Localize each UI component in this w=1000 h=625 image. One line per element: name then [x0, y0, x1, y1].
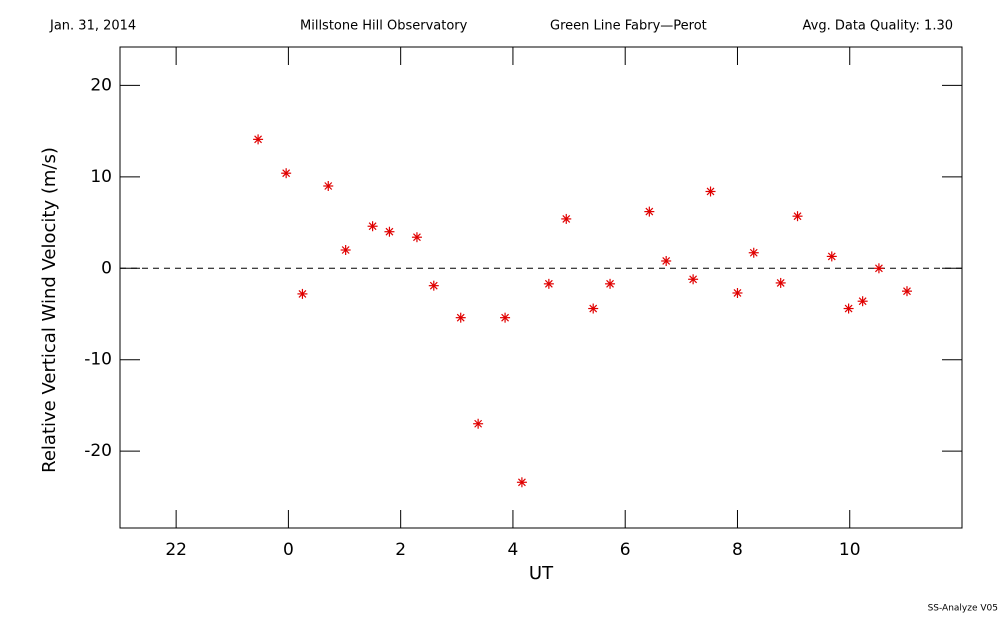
data-point — [748, 247, 759, 258]
footer: SS-Analyze V05 — [928, 604, 998, 614]
x-tick-label: 10 — [839, 540, 861, 560]
asterisk-stroke — [858, 297, 867, 306]
data-point — [543, 278, 554, 289]
asterisk-stroke — [903, 287, 911, 296]
data-point — [644, 206, 655, 217]
data-point — [323, 180, 334, 191]
y-tick-label: 20 — [90, 75, 112, 95]
data-point — [253, 134, 264, 145]
asterisk-stroke — [456, 313, 465, 322]
data-point — [384, 226, 395, 237]
data-point — [340, 245, 351, 256]
data-point — [455, 312, 466, 323]
asterisk-stroke — [689, 275, 698, 284]
asterisk-stroke — [606, 279, 614, 288]
asterisk-stroke — [254, 135, 263, 144]
data-point — [500, 312, 511, 323]
asterisk-stroke — [429, 281, 438, 290]
asterisk-stroke — [341, 246, 350, 254]
x-axis-label: UT — [529, 563, 554, 584]
data-point — [705, 186, 716, 197]
data-point — [775, 277, 786, 288]
asterisk-stroke — [385, 227, 394, 236]
observatory: Millstone Hill Observatory — [300, 19, 468, 34]
asterisk-stroke — [793, 212, 802, 221]
data-point — [516, 477, 527, 488]
asterisk-stroke — [662, 257, 671, 265]
data-point — [792, 211, 803, 222]
x-tick-label: 8 — [732, 540, 743, 560]
asterisk-stroke — [562, 214, 571, 223]
asterisk-stroke — [844, 304, 853, 313]
asterisk-stroke — [413, 233, 421, 242]
asterisk-stroke — [544, 279, 553, 288]
data-point — [411, 232, 422, 243]
x-tick-label: 2 — [395, 540, 406, 560]
data-point — [561, 213, 572, 224]
asterisk-stroke — [282, 169, 291, 178]
data-point — [843, 303, 854, 314]
asterisk-stroke — [827, 252, 836, 261]
data-quality: Avg. Data Quality: 1.30 — [803, 19, 953, 34]
y-tick-label: -20 — [84, 441, 112, 461]
asterisk-stroke — [749, 248, 758, 257]
asterisk-stroke — [368, 222, 377, 231]
data-point — [901, 286, 912, 297]
data-point — [297, 288, 308, 299]
asterisk-stroke — [517, 478, 526, 487]
data-point — [281, 168, 292, 179]
asterisk-stroke — [874, 264, 883, 273]
data-point — [826, 251, 837, 262]
y-tick-label: -10 — [84, 350, 112, 370]
y-tick-label: 0 — [101, 258, 112, 278]
data-point — [367, 221, 378, 232]
asterisk-stroke — [474, 419, 483, 428]
asterisk-stroke — [776, 279, 785, 287]
data-point — [873, 263, 884, 274]
y-axis-label: Relative Vertical Wind Velocity (m/s) — [39, 147, 60, 473]
instrument: Green Line Fabry—Perot — [550, 19, 707, 34]
x-tick-label: 0 — [283, 540, 294, 560]
x-tick-label: 6 — [620, 540, 631, 560]
asterisk-stroke — [324, 182, 333, 190]
asterisk-stroke — [645, 207, 654, 216]
data-point — [473, 418, 484, 429]
date: Jan. 31, 2014 — [49, 19, 136, 34]
asterisk-stroke — [733, 289, 742, 297]
asterisk-stroke — [501, 313, 509, 322]
data-point — [732, 287, 743, 298]
asterisk-stroke — [589, 304, 598, 313]
asterisk-stroke — [298, 289, 307, 298]
y-tick-label: 10 — [90, 167, 112, 187]
x-tick-label: 22 — [165, 540, 187, 560]
data-point — [428, 280, 439, 291]
plot-frame — [119, 46, 963, 529]
asterisk-stroke — [706, 187, 715, 196]
data-point — [605, 278, 616, 289]
data-point — [588, 303, 599, 314]
data-point — [857, 296, 868, 307]
data-point — [688, 274, 699, 285]
x-tick-label: 4 — [508, 540, 519, 560]
data-point — [661, 255, 672, 266]
